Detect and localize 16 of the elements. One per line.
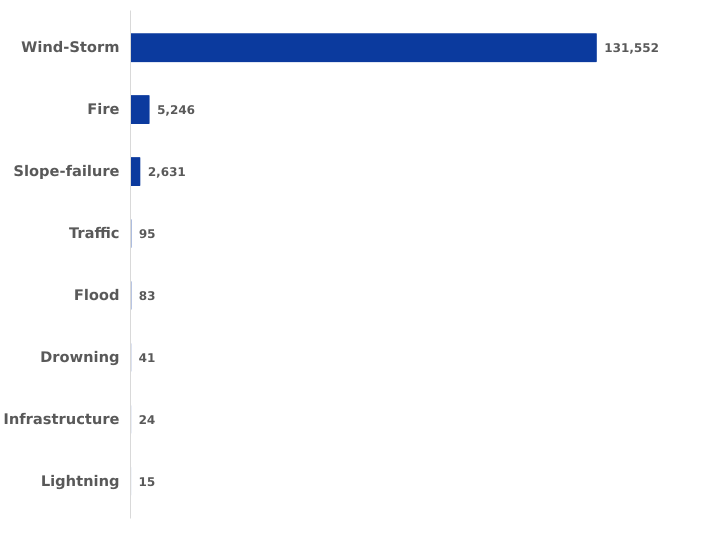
y-tick-label: Slope-failure: [13, 163, 120, 180]
data-label: 131,552: [604, 41, 659, 56]
y-tick-label: Flood: [74, 286, 120, 304]
y-tick-label: Lightning: [40, 472, 120, 490]
data-label: 2,631: [148, 165, 186, 180]
y-tick-label: Wind-Storm: [21, 39, 120, 56]
data-label: 95: [138, 227, 156, 242]
data-label: 83: [138, 288, 156, 303]
data-label: 5,246: [157, 103, 196, 118]
data-label: 41: [138, 350, 156, 365]
y-tick-label: Traffic: [68, 225, 120, 242]
data-label: 15: [138, 474, 156, 489]
y-tick-label: Fire: [87, 101, 120, 118]
y-tick-label: Drowning: [40, 348, 120, 366]
y-tick-label: Infrastructure: [3, 410, 120, 428]
data-label: 24: [138, 412, 156, 427]
